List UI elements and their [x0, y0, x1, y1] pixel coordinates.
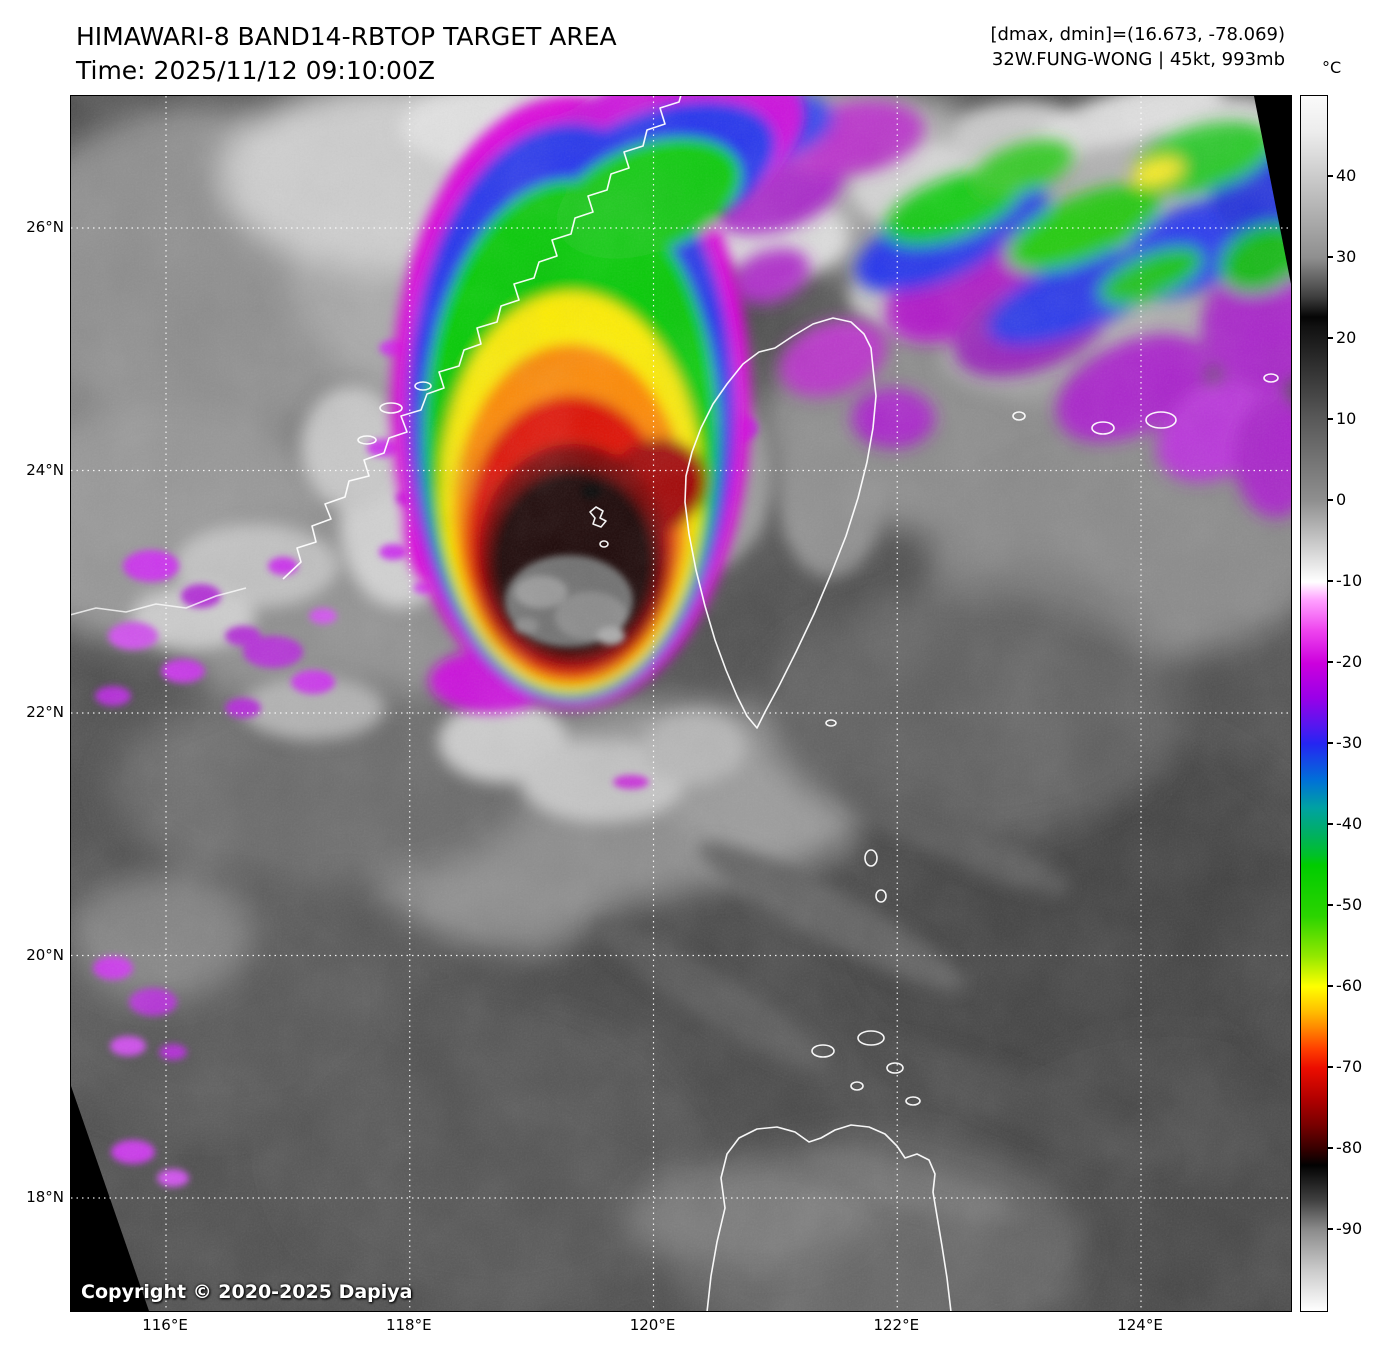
latitude-label: 20°N: [26, 945, 64, 964]
colorbar: [1300, 95, 1328, 1312]
colorbar-tick-label: 20: [1336, 328, 1357, 347]
colorbar-unit-label: °C: [1322, 58, 1342, 77]
taiwan-coastline: [684, 317, 877, 729]
colorbar-tick-label: -80: [1336, 1138, 1363, 1157]
colorbar-tick-label: -40: [1336, 814, 1363, 833]
latitude-label: 22°N: [26, 703, 64, 721]
colorbar-tick-label: 0: [1336, 490, 1347, 509]
colorbar-tick-label: -30: [1336, 733, 1363, 752]
longitude-label: 124°E: [1117, 1316, 1163, 1334]
colorbar-tick-label: -20: [1336, 652, 1363, 671]
coastlines: [71, 96, 1279, 1311]
no-data-wedge-top-right: [1254, 96, 1291, 284]
copyright-label: Copyright © 2020-2025 Dapiya: [81, 1281, 413, 1303]
colorbar-gradient: [1301, 96, 1327, 1311]
longitude-label: 120°E: [629, 1316, 676, 1334]
sensor-grain-noise: [71, 96, 1291, 1311]
latitude-label: 26°N: [26, 218, 64, 236]
china-coastline: [282, 96, 682, 580]
colorbar-tick-label: -90: [1336, 1219, 1363, 1238]
colorbar-tick-label: -70: [1336, 1057, 1363, 1076]
colorbar-tick-label: 30: [1336, 247, 1357, 266]
colorbar-tick-label: -50: [1336, 895, 1363, 914]
longitude-label: 118°E: [385, 1316, 432, 1334]
satellite-image: [71, 96, 1291, 1311]
dmax-dmin-readout: [dmax, dmin]=(16.673, -78.069): [990, 24, 1285, 45]
longitude-label: 122°E: [873, 1316, 920, 1334]
luzon-coastline: [706, 1124, 952, 1311]
colorbar-tick-label: 10: [1336, 409, 1357, 428]
satellite-map: Copyright © 2020-2025 Dapiya: [70, 95, 1292, 1312]
gridlines: [71, 96, 1291, 1311]
latitude-label: 18°N: [26, 1188, 64, 1206]
penghu-islands: [589, 506, 607, 528]
shantou-coast-fragment: [71, 587, 247, 616]
colorbar-tick-label: 40: [1336, 166, 1357, 185]
longitude-label: 116°E: [142, 1316, 188, 1334]
image-timestamp: Time: 2025/11/12 09:10:00Z: [76, 56, 435, 85]
header-readouts: [dmax, dmin]=(16.673, -78.069) 32W.FUNG-…: [990, 22, 1285, 72]
colorbar-tick-label: -60: [1336, 976, 1363, 995]
colorbar-tick-label: -10: [1336, 571, 1363, 590]
storm-readout: 32W.FUNG-WONG | 45kt, 993mb: [991, 49, 1285, 70]
page-title: HIMAWARI-8 BAND14-RBTOP TARGET AREA: [76, 22, 617, 51]
latitude-label: 24°N: [26, 460, 64, 479]
